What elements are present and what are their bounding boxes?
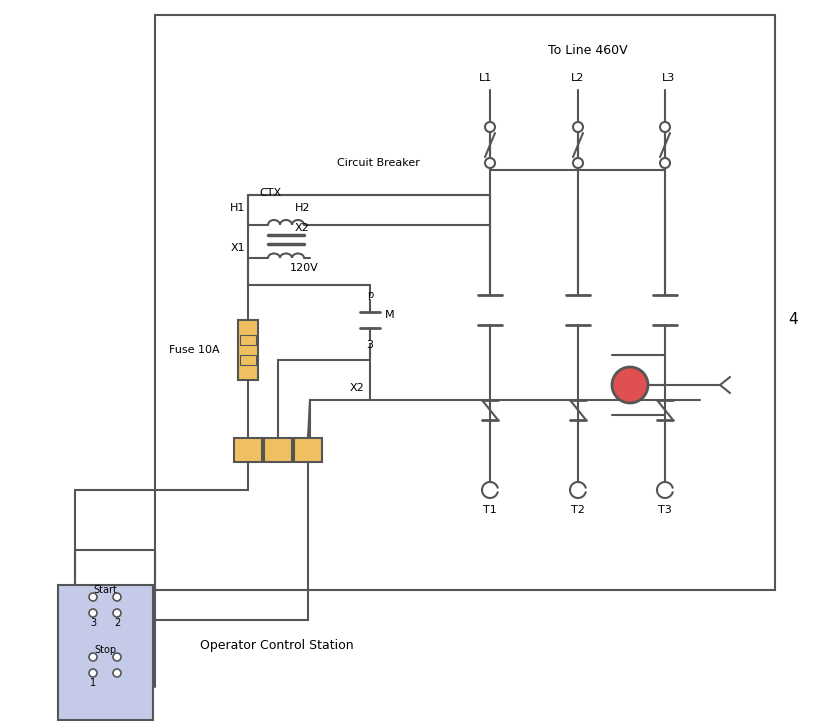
Bar — [264, 438, 292, 462]
Circle shape — [113, 593, 121, 601]
Text: 3: 3 — [305, 445, 311, 455]
Circle shape — [113, 653, 121, 661]
Bar — [238, 320, 258, 380]
Text: 1: 1 — [245, 445, 251, 455]
Circle shape — [573, 158, 583, 168]
Circle shape — [113, 669, 121, 677]
Text: 4: 4 — [788, 312, 798, 327]
Bar — [155, 15, 775, 590]
Text: 2: 2 — [114, 618, 120, 628]
Circle shape — [113, 609, 121, 617]
Circle shape — [485, 122, 495, 132]
Text: M: M — [624, 379, 637, 392]
Text: M: M — [385, 310, 394, 320]
Text: T1: T1 — [483, 505, 497, 515]
Text: 3: 3 — [90, 618, 96, 628]
Text: 3: 3 — [367, 340, 373, 350]
Text: Circuit Breaker: Circuit Breaker — [337, 158, 420, 168]
Text: 2: 2 — [275, 445, 281, 455]
Circle shape — [89, 669, 97, 677]
Text: X1: X1 — [230, 243, 245, 253]
Bar — [240, 355, 256, 365]
Bar — [58, 585, 153, 720]
Text: T3: T3 — [659, 505, 672, 515]
Circle shape — [89, 593, 97, 601]
Circle shape — [660, 122, 670, 132]
Text: L1: L1 — [478, 73, 492, 83]
Text: L3: L3 — [661, 73, 675, 83]
Text: X2: X2 — [295, 223, 310, 233]
Text: Fuse 10A: Fuse 10A — [169, 345, 220, 355]
Circle shape — [573, 122, 583, 132]
Circle shape — [660, 158, 670, 168]
Text: T2: T2 — [571, 505, 585, 515]
Text: CTX: CTX — [259, 188, 281, 198]
Text: L2: L2 — [572, 73, 585, 83]
Bar — [240, 335, 256, 345]
Circle shape — [485, 158, 495, 168]
Text: H1: H1 — [229, 203, 245, 213]
Bar — [294, 438, 322, 462]
Circle shape — [612, 367, 648, 403]
Circle shape — [89, 653, 97, 661]
Bar — [234, 438, 262, 462]
Text: Stop: Stop — [94, 645, 116, 655]
Text: X2: X2 — [350, 383, 365, 393]
Text: Operator Control Station: Operator Control Station — [200, 639, 354, 652]
Text: 120V: 120V — [290, 263, 319, 273]
Text: To Line 460V: To Line 460V — [548, 43, 628, 56]
Text: H2: H2 — [295, 203, 311, 213]
Circle shape — [89, 609, 97, 617]
Text: Start: Start — [93, 585, 117, 595]
Text: 1: 1 — [90, 678, 96, 688]
Text: p: p — [367, 290, 373, 300]
